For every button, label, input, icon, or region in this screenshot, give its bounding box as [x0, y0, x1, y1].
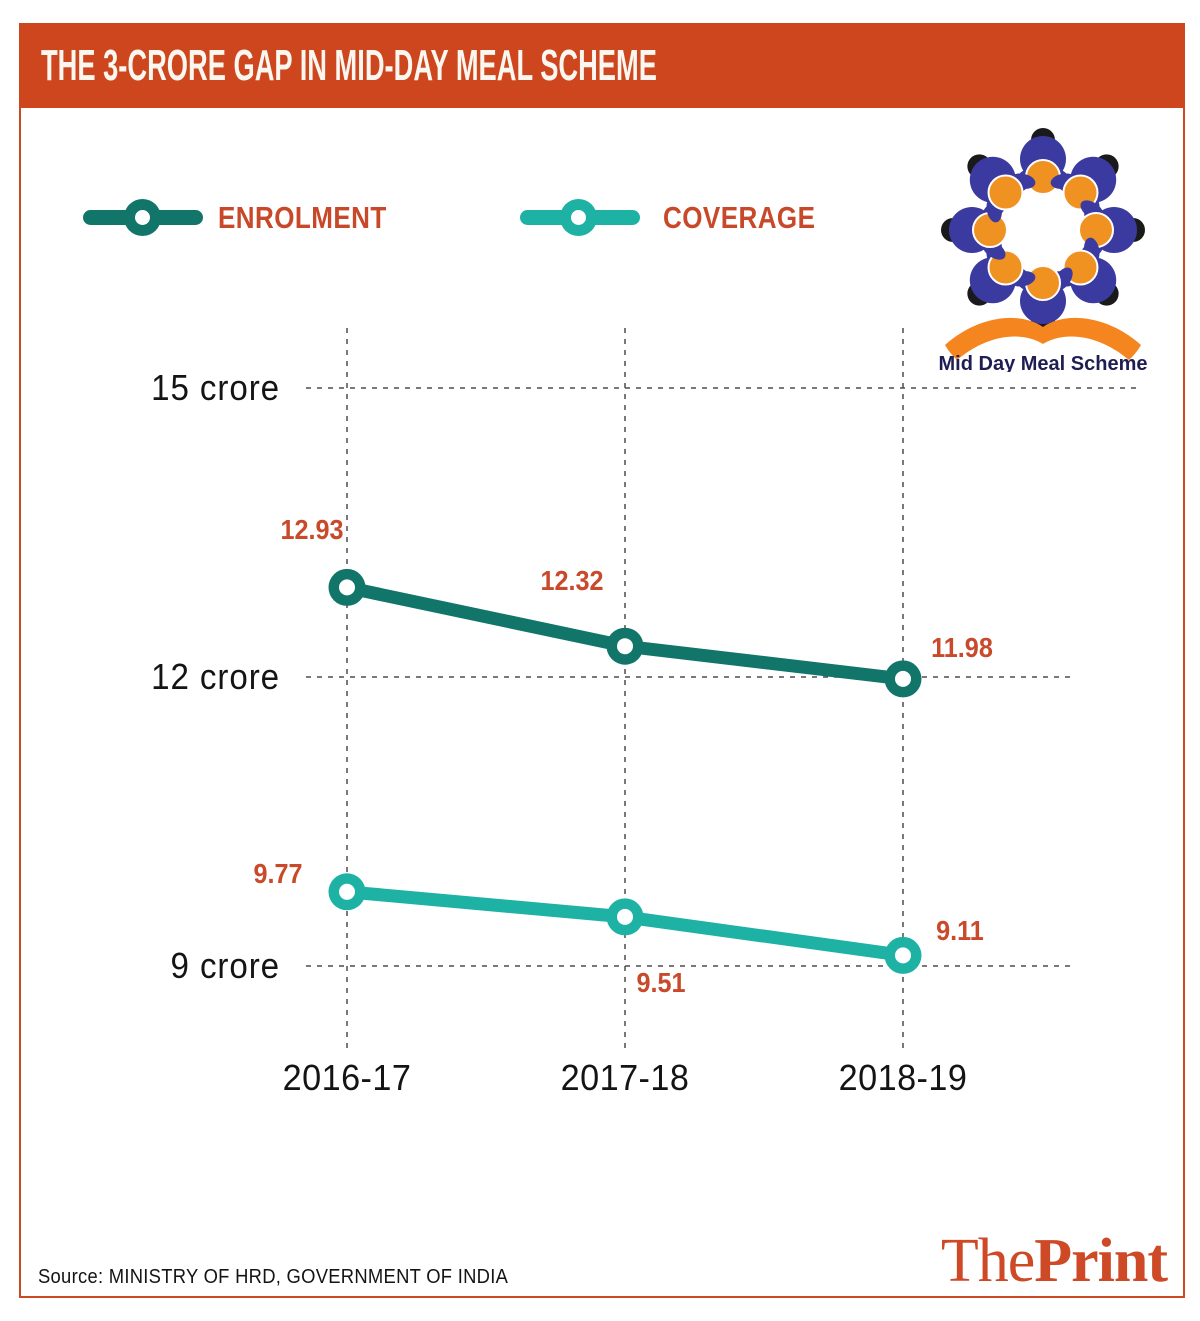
data-label-enrolment-2017-18: 12.32: [540, 565, 604, 596]
data-label-enrolment-2018-19: 11.98: [931, 632, 993, 663]
legend-marker-coverage-icon: [560, 199, 597, 236]
ytick-9-crore: 9 crore: [170, 945, 280, 986]
logo-caption: Mid Day Meal Scheme: [939, 353, 1148, 372]
open-book-icon: [945, 317, 1141, 360]
data-point-marker-hole: [895, 947, 911, 964]
gridlines: [306, 328, 1140, 1048]
xtick-2016-17: 2016-17: [282, 1057, 412, 1098]
xtick-2018-19: 2018-19: [838, 1057, 968, 1098]
xtick-2017-18: 2017-18: [560, 1057, 690, 1098]
data-label-coverage-2016-17: 9.77: [253, 858, 303, 889]
page-title: THE 3-CRORE GAP IN MID-DAY MEAL SCHEME: [41, 40, 657, 90]
legend-marker-hole: [571, 210, 586, 225]
series-layer: [328, 568, 922, 974]
data-label-coverage-2018-19: 9.11: [936, 915, 984, 946]
header-bar: THE 3-CRORE GAP IN MID-DAY MEAL SCHEME: [19, 23, 1185, 108]
data-point-marker-hole: [339, 883, 355, 900]
legend-marker-enrolment-icon: [124, 199, 161, 236]
data-point-marker-hole: [617, 638, 633, 655]
theprint-logo-the: The: [940, 1227, 1035, 1295]
source-attribution: Source: MINISTRY OF HRD, GOVERNMENT OF I…: [38, 1266, 509, 1288]
legend-label-coverage: COVERAGE: [663, 200, 816, 235]
legend-marker-hole: [135, 210, 150, 225]
theprint-logo: ThePrint: [940, 1226, 1168, 1297]
data-label-coverage-2017-18: 9.51: [636, 967, 686, 998]
theprint-logo-print: Print: [1034, 1227, 1168, 1295]
data-point-marker-hole: [617, 908, 633, 925]
data-label-enrolment-2016-17: 12.93: [280, 514, 344, 545]
data-point-marker-hole: [339, 579, 355, 596]
ytick-12-crore: 12 crore: [151, 656, 280, 697]
data-point-marker-hole: [895, 670, 911, 687]
legend-label-enrolment: ENROLMENT: [218, 200, 387, 235]
ytick-15-crore: 15 crore: [151, 367, 280, 408]
mid-day-meal-scheme-logo: Mid Day Meal Scheme: [939, 127, 1148, 372]
